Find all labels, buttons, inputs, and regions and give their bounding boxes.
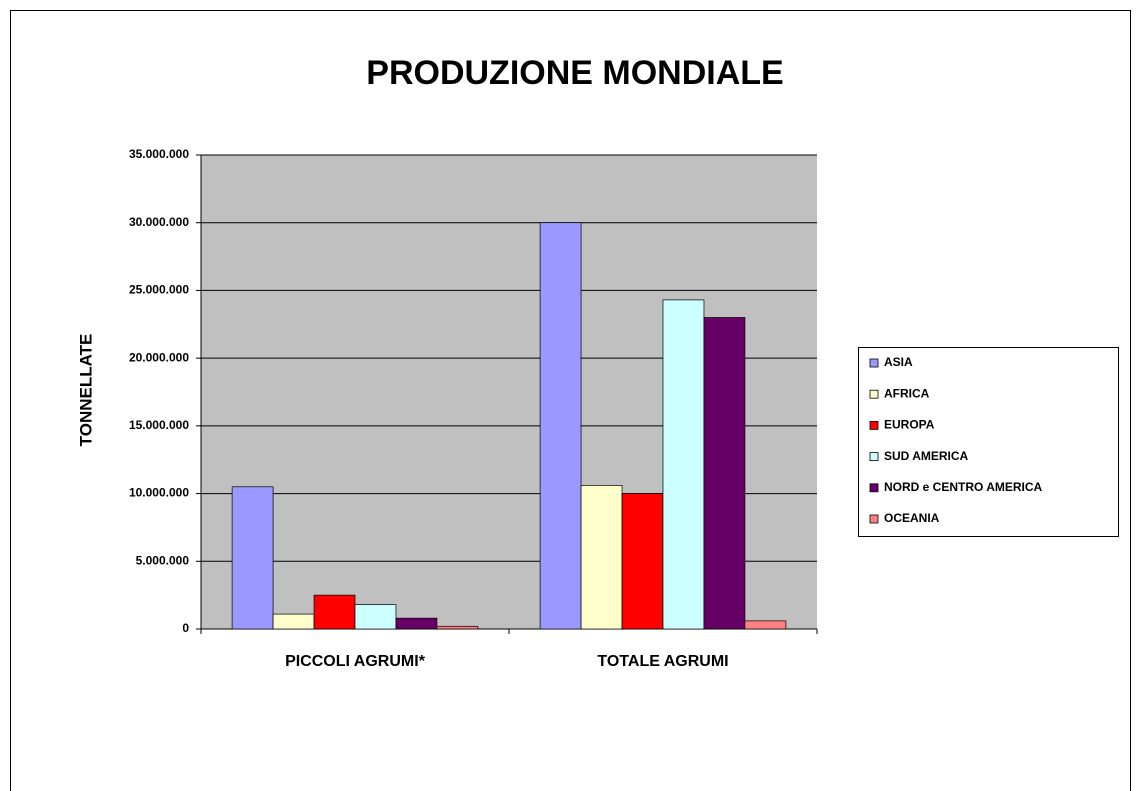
bar: [354, 604, 397, 630]
bar: [744, 620, 787, 630]
legend-label: AFRICA: [884, 386, 930, 400]
bar: [621, 493, 664, 630]
bar: [703, 317, 746, 630]
y-tick-label: 15.000.000: [129, 418, 189, 432]
bar: [231, 486, 274, 630]
y-axis-title: TONNELLATE: [76, 334, 95, 447]
legend-label: SUD AMERICA: [884, 449, 969, 463]
legend-box: [858, 347, 1119, 537]
bar: [272, 613, 315, 630]
y-tick-label: 35.000.000: [129, 147, 189, 161]
y-tick-label: 10.000.000: [129, 486, 189, 500]
bar: [395, 617, 438, 630]
y-tick-label: 30.000.000: [129, 215, 189, 229]
chart-title: PRODUZIONE MONDIALE: [366, 54, 783, 92]
bar: [313, 594, 356, 630]
legend-label: OCEANIA: [884, 511, 940, 525]
y-tick-label: 5.000.000: [136, 553, 190, 567]
y-tick-label: 0: [182, 621, 189, 635]
legend-swatch: [869, 358, 879, 368]
y-tick-label: 25.000.000: [129, 283, 189, 297]
bar: [539, 222, 582, 630]
bar: [580, 485, 623, 630]
y-tick-label: 20.000.000: [129, 350, 189, 364]
legend-label: ASIA: [884, 355, 913, 369]
legend-label: NORD e CENTRO AMERICA: [884, 480, 1043, 494]
legend-swatch: [869, 514, 879, 524]
legend-swatch: [869, 483, 879, 493]
bar: [662, 299, 705, 630]
bar: [436, 625, 479, 630]
legend-swatch: [869, 452, 879, 462]
x-tick-label: TOTALE AGRUMI: [597, 653, 728, 670]
legend-swatch: [869, 389, 879, 399]
legend-swatch: [869, 420, 879, 430]
legend-label: EUROPA: [884, 418, 935, 432]
x-tick-label: PICCOLI AGRUMI*: [285, 653, 426, 670]
